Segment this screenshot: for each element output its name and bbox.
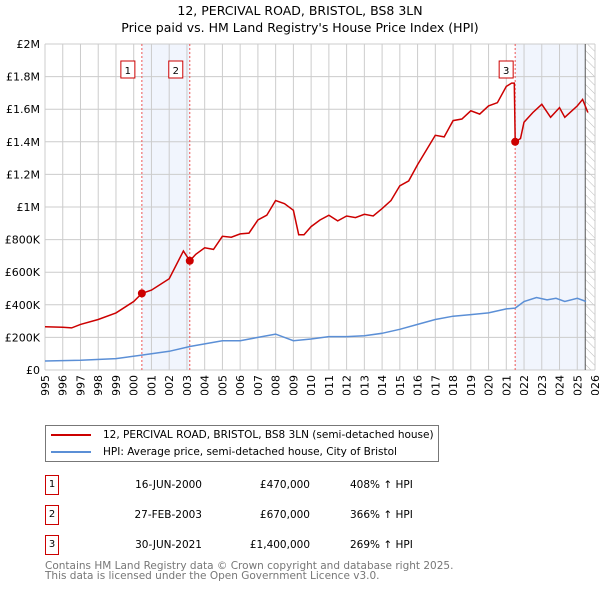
x-tick-label: 2025 [571, 375, 584, 395]
legend-item-hpi: HPI: Average price, semi-detached house,… [46, 444, 397, 460]
x-tick-label: 2003 [181, 375, 194, 395]
y-tick-label: £1.8M [6, 71, 40, 84]
x-tick-label: 2017 [429, 375, 442, 395]
sale-row: 1 16-JUN-2000 £470,000 408% ↑ HPI [45, 475, 445, 495]
x-tick-label: 1999 [110, 375, 123, 395]
sale-price: £1,400,000 [249, 539, 310, 551]
legend: 12, PERCIVAL ROAD, BRISTOL, BS8 3LN (sem… [45, 425, 439, 462]
y-tick-label: £1.4M [6, 136, 40, 149]
y-tick-label: £200K [5, 331, 41, 344]
sale-hpi: 366% ↑ HPI [350, 509, 413, 521]
x-tick-label: 2002 [163, 375, 176, 395]
copyright-text: Contains HM Land Registry data © Crown c… [45, 560, 454, 572]
x-tick-label: 2009 [287, 375, 300, 395]
sale-label-box [498, 60, 514, 79]
sale-row: 3 30-JUN-2021 £1,400,000 269% ↑ HPI [45, 535, 445, 555]
x-tick-label: 2007 [252, 375, 265, 395]
sale-hpi: 408% ↑ HPI [350, 479, 413, 491]
sale-hpi: 269% ↑ HPI [350, 539, 413, 551]
sale-label: 2 [173, 66, 179, 77]
sale-row: 2 27-FEB-2003 £670,000 366% ↑ HPI [45, 505, 445, 525]
legend-item-property: 12, PERCIVAL ROAD, BRISTOL, BS8 3LN (sem… [46, 427, 434, 443]
x-tick-label: 2014 [376, 375, 389, 395]
sale-point [185, 256, 194, 265]
y-tick-label: £1.6M [6, 103, 40, 116]
x-tick-label: 2008 [270, 375, 283, 395]
price-chart: 12, PERCIVAL ROAD, BRISTOL, BS8 3LN Pric… [5, 3, 600, 395]
x-tick-label: 2023 [536, 375, 549, 395]
x-tick-label: 2015 [394, 375, 407, 395]
y-tick-label: £2M [17, 38, 41, 51]
x-tick-label: 1996 [57, 375, 70, 395]
sale-point [137, 289, 146, 298]
x-tick-label: 2019 [465, 375, 478, 395]
x-tick-label: 1997 [74, 375, 87, 395]
chart-subtitle: Price paid vs. HM Land Registry's House … [121, 20, 478, 35]
x-tick-label: 2010 [305, 375, 318, 395]
chart-title: 12, PERCIVAL ROAD, BRISTOL, BS8 3LN [177, 3, 422, 18]
legend-label: 12, PERCIVAL ROAD, BRISTOL, BS8 3LN (sem… [103, 429, 434, 441]
x-tick-label: 1998 [92, 375, 105, 395]
sale-label: 1 [125, 66, 131, 77]
x-tick-label: 2006 [234, 375, 247, 395]
x-tick-label: 1995 [39, 375, 52, 395]
y-tick-label: £0 [26, 364, 40, 377]
legend-label: HPI: Average price, semi-detached house,… [103, 446, 397, 458]
y-tick-label: £1M [17, 201, 41, 214]
sale-label-box [168, 60, 184, 79]
series-line-hpi [44, 296, 587, 362]
sale-label-box [120, 60, 136, 79]
sale-badge: 1 [45, 475, 59, 495]
sale-date: 27-FEB-2003 [134, 509, 202, 521]
y-tick-label: £1.2M [6, 168, 40, 181]
series-line-property [44, 82, 589, 329]
sale-point [511, 137, 520, 146]
x-tick-label: 2011 [323, 375, 336, 395]
x-tick-label: 2020 [483, 375, 496, 395]
licence-text: This data is licensed under the Open Gov… [45, 570, 380, 582]
x-tick-label: 2001 [145, 375, 158, 395]
footer: Contains HM Land Registry data © Crown c… [45, 560, 454, 582]
legend-swatch-red [51, 434, 91, 436]
x-tick-label: 2016 [412, 375, 425, 395]
sale-badge: 3 [45, 535, 59, 555]
y-tick-label: £400K [5, 299, 41, 312]
x-tick-label: 2012 [341, 375, 354, 395]
x-tick-label: 2004 [199, 375, 212, 395]
x-tick-label: 2005 [216, 375, 229, 395]
y-tick-label: £800K [5, 234, 41, 247]
x-tick-label: 2013 [358, 375, 371, 395]
sale-date: 30-JUN-2021 [135, 539, 202, 551]
sale-date: 16-JUN-2000 [135, 479, 202, 491]
sale-price: £470,000 [259, 479, 310, 491]
sale-price: £670,000 [259, 509, 310, 521]
x-tick-label: 2026 [589, 375, 600, 395]
x-tick-label: 2024 [554, 375, 567, 395]
x-tick-label: 2021 [500, 375, 513, 395]
legend-swatch-blue [51, 451, 91, 453]
sale-badge: 2 [45, 505, 59, 525]
y-tick-label: £600K [5, 266, 41, 279]
x-tick-label: 2000 [128, 375, 141, 395]
x-tick-label: 2018 [447, 375, 460, 395]
x-tick-label: 2022 [518, 375, 531, 395]
sale-label: 3 [503, 66, 509, 77]
